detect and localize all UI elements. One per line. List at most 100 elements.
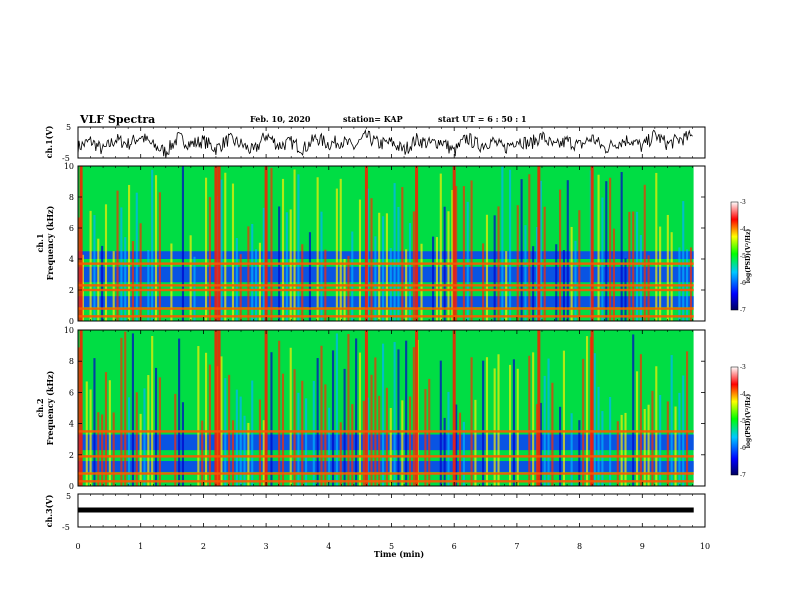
sferic-column: [85, 381, 88, 486]
sferic-column: [181, 166, 185, 321]
ch1-waveform-trace: [77, 128, 693, 158]
emission-band: [78, 430, 694, 433]
figure-title: VLF Spectra: [79, 113, 155, 126]
sferic-column: [559, 189, 562, 321]
strong-sferic: [364, 166, 368, 321]
sferic-column: [312, 380, 315, 486]
sferic-column: [89, 210, 92, 321]
sferic-column: [562, 350, 565, 486]
ch1-ytick-label: 4: [69, 255, 74, 264]
sferic-column: [320, 345, 323, 486]
sferic-column: [670, 232, 673, 321]
sferic-column: [93, 358, 96, 486]
emission-band: [78, 262, 694, 265]
sferic-column: [124, 237, 127, 321]
sferic-column: [235, 238, 238, 321]
sferic-column: [297, 174, 300, 321]
sferic-column: [447, 211, 450, 321]
sferic-column: [643, 408, 646, 486]
sferic-column: [343, 368, 346, 486]
sferic-column: [647, 255, 650, 321]
sferic-column: [616, 421, 619, 486]
emission-band: [78, 315, 694, 318]
sferic-column: [424, 389, 427, 486]
sferic-column: [482, 360, 485, 486]
sferic-column: [135, 392, 138, 486]
sferic-column: [358, 199, 362, 321]
sferic-column: [158, 192, 161, 321]
sferic-column: [151, 169, 154, 321]
sferic-column: [582, 358, 585, 486]
ch2-ytick-label: 8: [69, 357, 74, 366]
sferic-column: [208, 197, 211, 321]
ch1-ytick-label: 8: [69, 193, 74, 202]
sferic-column: [647, 404, 650, 486]
ch2-ytick-label: 4: [69, 420, 74, 429]
sferic-column: [220, 356, 223, 486]
sferic-column: [439, 360, 442, 486]
sferic-column: [408, 223, 412, 321]
sferic-column: [362, 400, 365, 486]
ch2-colorbar: [730, 366, 739, 476]
ch1-colorbar-tick: -7: [740, 307, 746, 314]
sferic-column: [112, 412, 115, 486]
sferic-column: [331, 350, 335, 486]
sferic-column: [632, 211, 635, 321]
sferic-column: [528, 355, 531, 486]
ch3-ytick-bottom: -5: [62, 523, 70, 532]
sferic-column: [639, 354, 642, 486]
sferic-column: [351, 231, 354, 321]
ch2-colorbar-tick: -6: [740, 445, 746, 452]
sferic-column: [301, 244, 304, 321]
sferic-column: [601, 411, 604, 486]
sferic-column: [97, 238, 100, 321]
sferic-column: [551, 382, 554, 486]
xtick-label: 5: [389, 542, 394, 551]
ch3-ytick-top: 5: [66, 492, 71, 501]
ch1-ytick-label: 10: [64, 162, 74, 171]
sferic-column: [612, 228, 616, 321]
emission-band: [78, 288, 694, 292]
sferic-column: [512, 359, 515, 486]
sferic-column: [639, 235, 642, 321]
ch1-colorbar-tick: -4: [740, 226, 746, 233]
ch1-spectrogram-ylabel-frequency: Frequency (kHz): [45, 205, 55, 280]
sferic-column: [358, 352, 362, 486]
sferic-column: [412, 347, 415, 486]
sferic-column: [439, 173, 442, 321]
sferic-column: [651, 390, 654, 486]
xtick-label: 7: [514, 542, 519, 551]
spectrogram-no-data: [693, 166, 705, 321]
sferic-column: [555, 244, 558, 321]
sferic-column: [124, 331, 127, 486]
sferic-column: [335, 188, 338, 321]
sferic-column: [493, 215, 496, 321]
sferic-column: [393, 342, 396, 486]
sferic-column: [609, 177, 612, 321]
sferic-column: [528, 174, 531, 321]
sferic-column: [281, 178, 285, 321]
sferic-column: [485, 214, 489, 321]
sferic-column: [570, 226, 573, 321]
sferic-column: [643, 184, 646, 321]
xtick-label: 6: [452, 542, 457, 551]
sferic-column: [574, 240, 577, 321]
station-label: station= KAP: [343, 114, 403, 124]
sferic-column: [370, 198, 373, 321]
sferic-column: [655, 172, 658, 321]
sferic-column: [520, 179, 523, 321]
ch2-ytick-label: 6: [69, 388, 74, 397]
ch1-waveform-frame: [77, 126, 706, 159]
xtick-label: 1: [138, 542, 143, 551]
sferic-column: [432, 236, 435, 321]
sferic-column: [324, 384, 327, 486]
sferic-column: [524, 225, 527, 321]
date-label: Feb. 10, 2020: [250, 114, 311, 124]
strong-sferic: [214, 166, 218, 321]
sferic-column: [466, 201, 469, 321]
sferic-column: [497, 354, 500, 486]
sferic-column: [281, 373, 285, 486]
sferic-column: [247, 226, 250, 321]
